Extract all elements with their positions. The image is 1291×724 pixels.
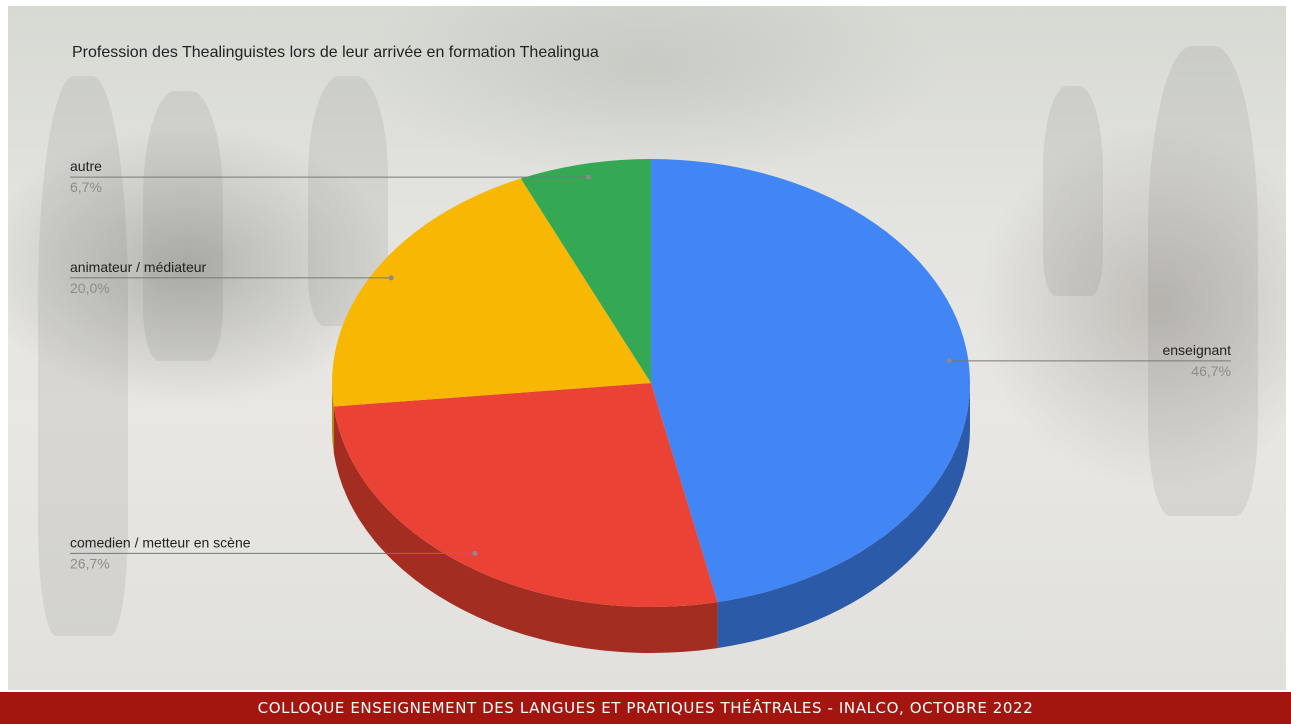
leader-dot-enseignant [946, 358, 952, 364]
slice-percent-enseignant: 46,7% [1191, 363, 1231, 379]
slice-percent-comedien-metteur-en-scene: 26,7% [70, 555, 110, 571]
pie-side-enseignant [717, 383, 970, 649]
pie-slice-enseignant [651, 159, 970, 603]
pie-labels: enseignant 46,7% comedien / metteur en scè… [70, 158, 1231, 571]
slice-label-autre: autre [70, 158, 102, 174]
leader-dot-comedien-metteur-en-scene [472, 550, 478, 556]
slice-label-animateur-mediateur: animateur / médiateur [70, 259, 207, 275]
leader-dot-autre [585, 174, 591, 180]
slice-label-enseignant: enseignant [1162, 342, 1231, 358]
pie-slice-animateur-mediateur [332, 178, 651, 407]
pie-side-animateur-mediateur [332, 383, 334, 453]
leader-dot-animateur-mediateur [388, 275, 394, 281]
slice-percent-autre: 6,7% [70, 179, 102, 195]
pie-sides [332, 383, 970, 653]
footer-banner: COLLOQUE ENSEIGNEMENT DES LANGUES ET PRA… [0, 692, 1291, 724]
slice-percent-animateur-mediateur: 20,0% [70, 280, 110, 296]
chart-title: Profession des Thealinguistes lors de le… [72, 44, 599, 61]
slice-label-comedien-metteur-en-scene: comedien / metteur en scène [70, 534, 251, 550]
pie-chart: enseignant 46,7% comedien / metteur en scè… [70, 158, 1231, 653]
pie-slice-autre [520, 159, 651, 383]
pie-slice-comedien-metteur-en-scene [333, 383, 718, 607]
pie-side-comedien-metteur-en-scene [333, 406, 718, 653]
pie-slices [332, 159, 970, 607]
